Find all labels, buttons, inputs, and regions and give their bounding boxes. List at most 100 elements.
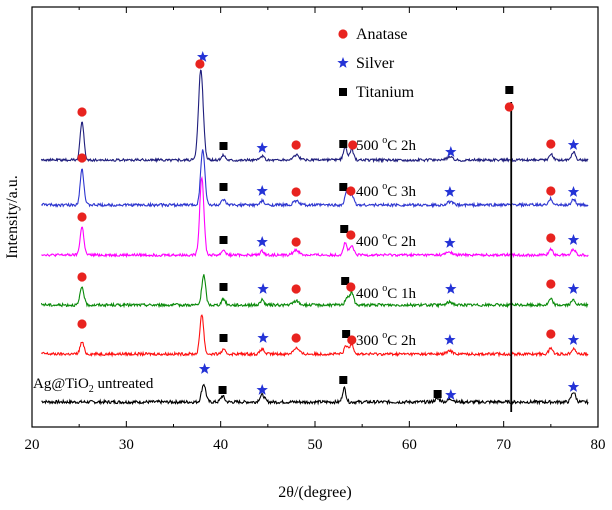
peak-marker-4-4-square [339,183,348,191]
peak-marker-1-7-circle [546,329,556,339]
peak-marker-5-9-circle [546,139,556,149]
peak-marker-1-6-star [444,334,456,345]
sample-label-1: 300 oC 2h [356,330,417,349]
sample-label-rest: C 2h [387,333,416,349]
peak-marker-5-8-star [445,146,457,157]
peak-marker-5-3-square [219,142,228,150]
sample-label-2: 400 oC 1h [356,283,417,302]
peak-marker-2-5-circle [346,282,356,292]
sample-label-4: 400 oC 3h [356,181,417,200]
peak-marker-1-8-star [567,334,580,345]
peak-marker-5-10-star [567,139,580,150]
peak-marker-2-2-star [257,283,269,294]
traces-layer [40,69,589,412]
peak-marker-2-0-circle [77,272,87,282]
sample-label-superscript: o [382,181,387,192]
sample-label-rest: C 2h [387,234,416,250]
peak-marker-5-5-circle [291,140,301,150]
x-tick-label-4: 60 [402,437,417,453]
peak-marker-5-0-circle [77,107,87,117]
peak-marker-0-2-star [256,384,268,395]
peak-marker-3-2-star [256,236,268,247]
x-tick-label-0: 20 [25,437,40,453]
peak-marker-4-7-circle [546,186,556,196]
sample-label-5: 500 oC 2h [356,135,417,154]
peak-marker-2-1-square [219,283,228,291]
peak-marker-2-6-star [445,283,457,294]
sample-label-main: 400 [356,184,382,200]
peak-marker-2-7-circle [546,279,556,289]
trace-5 [40,69,589,164]
peak-marker-1-3-circle [291,333,301,343]
legend-label-anatase: Anatase [356,26,408,43]
peak-marker-4-2-star [256,185,268,196]
peak-marker-2-3-circle [291,284,301,294]
sample-label-main: 400 [356,234,382,250]
x-tick-label-6: 80 [591,437,606,453]
peak-marker-4-8-star [567,186,580,197]
peak-marker-3-0-circle [77,212,87,222]
y-axis-title: Intensity/a.u. [4,175,21,259]
peak-marker-3-4-square [340,225,349,233]
trace-1 [41,314,589,358]
peak-marker-0-1-square [218,386,227,394]
peak-marker-3-5-circle [346,230,356,240]
peak-marker-5-1-star [197,51,209,62]
peak-marker-3-6-star [444,237,456,248]
x-tick-label-5: 70 [496,437,511,453]
peak-marker-3-3-circle [291,237,301,247]
peak-marker-1-0-circle [77,319,87,329]
sample-label-superscript: o [382,135,387,146]
sample-label-3: 400 oC 2h [356,231,417,250]
peak-marker-5-7-circle [348,140,358,150]
peak-marker-4-3-circle [291,187,301,197]
legend: Anatase Silver Titanium [337,26,415,101]
sample-label-main: Ag@TiO [33,376,89,392]
legend-star-star [337,57,349,68]
peak-marker-4-6-star [444,186,456,197]
axis-ticks-layer: 20 30 40 50 60 70 80 [25,7,606,453]
x-tick-label-3: 50 [308,437,323,453]
legend-circle-circle [338,29,348,39]
peak-marker-3-7-circle [546,233,556,243]
sample-label-superscript: o [382,283,387,294]
sample-label-0: Ag@TiO2 untreated [33,376,154,395]
legend-label-silver: Silver [356,55,395,72]
sample-label-main: 500 [356,138,382,154]
peak-marker-5-6-square [339,140,348,148]
sample-label-subscript: 2 [89,384,94,395]
sample-label-rest: untreated [94,376,154,392]
peak-marker-0-0-star [198,363,211,374]
trace-4 [41,149,589,209]
sample-label-superscript: o [382,330,387,341]
peak-marker-5-4-star [256,142,268,153]
peak-marker-1-1-square [219,334,228,342]
x-tick-label-2: 40 [213,437,228,453]
peak-marker-3-1-square [219,236,228,244]
sample-label-superscript: o [382,231,387,242]
sample-label-rest: C 2h [387,138,416,154]
peak-marker-5-2-circle [195,59,205,69]
sample-label-main: 300 [356,333,382,349]
peak-marker-2-4-square [341,277,350,285]
peak-marker-0-6-star [567,381,580,392]
peak-marker-2-8-star [567,283,580,294]
peak-marker-1-5-circle [347,335,357,345]
peak-marker-3-8-star [567,234,580,245]
sample-label-main: 400 [356,286,382,302]
x-axis-title: 2θ/(degree) [278,484,351,501]
peak-70-marker-0-square [505,86,514,94]
sample-label-rest: C 1h [387,286,416,302]
peak-marker-0-3-square [339,376,348,384]
trace-0 [41,383,589,406]
trace-2 [40,274,589,309]
plot-frame [31,6,599,428]
peak-marker-1-4-square [342,330,351,338]
sample-label-rest: C 3h [387,184,416,200]
peak-marker-0-5-star [445,389,457,400]
peak-marker-4-5-circle [346,186,356,196]
peak-marker-0-4-square [433,390,442,398]
legend-label-titanium: Titanium [356,84,415,101]
